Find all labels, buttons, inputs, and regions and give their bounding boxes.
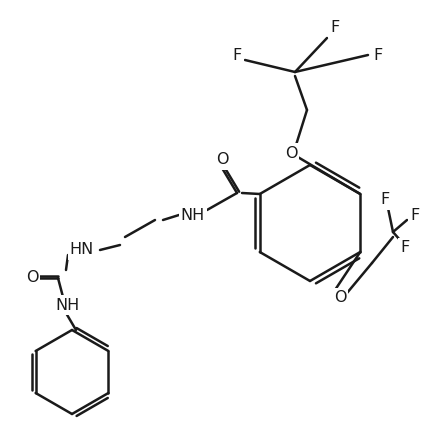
Text: O: O: [216, 153, 228, 167]
Text: F: F: [374, 48, 382, 63]
Text: O: O: [285, 146, 297, 161]
Text: NH: NH: [56, 297, 80, 313]
Text: F: F: [330, 20, 340, 35]
Text: F: F: [411, 207, 419, 222]
Text: NH: NH: [181, 207, 205, 222]
Text: F: F: [380, 193, 390, 207]
Text: HN: HN: [70, 242, 94, 257]
Text: F: F: [232, 48, 242, 63]
Text: O: O: [26, 271, 38, 285]
Text: O: O: [334, 291, 346, 305]
Text: F: F: [400, 241, 410, 256]
